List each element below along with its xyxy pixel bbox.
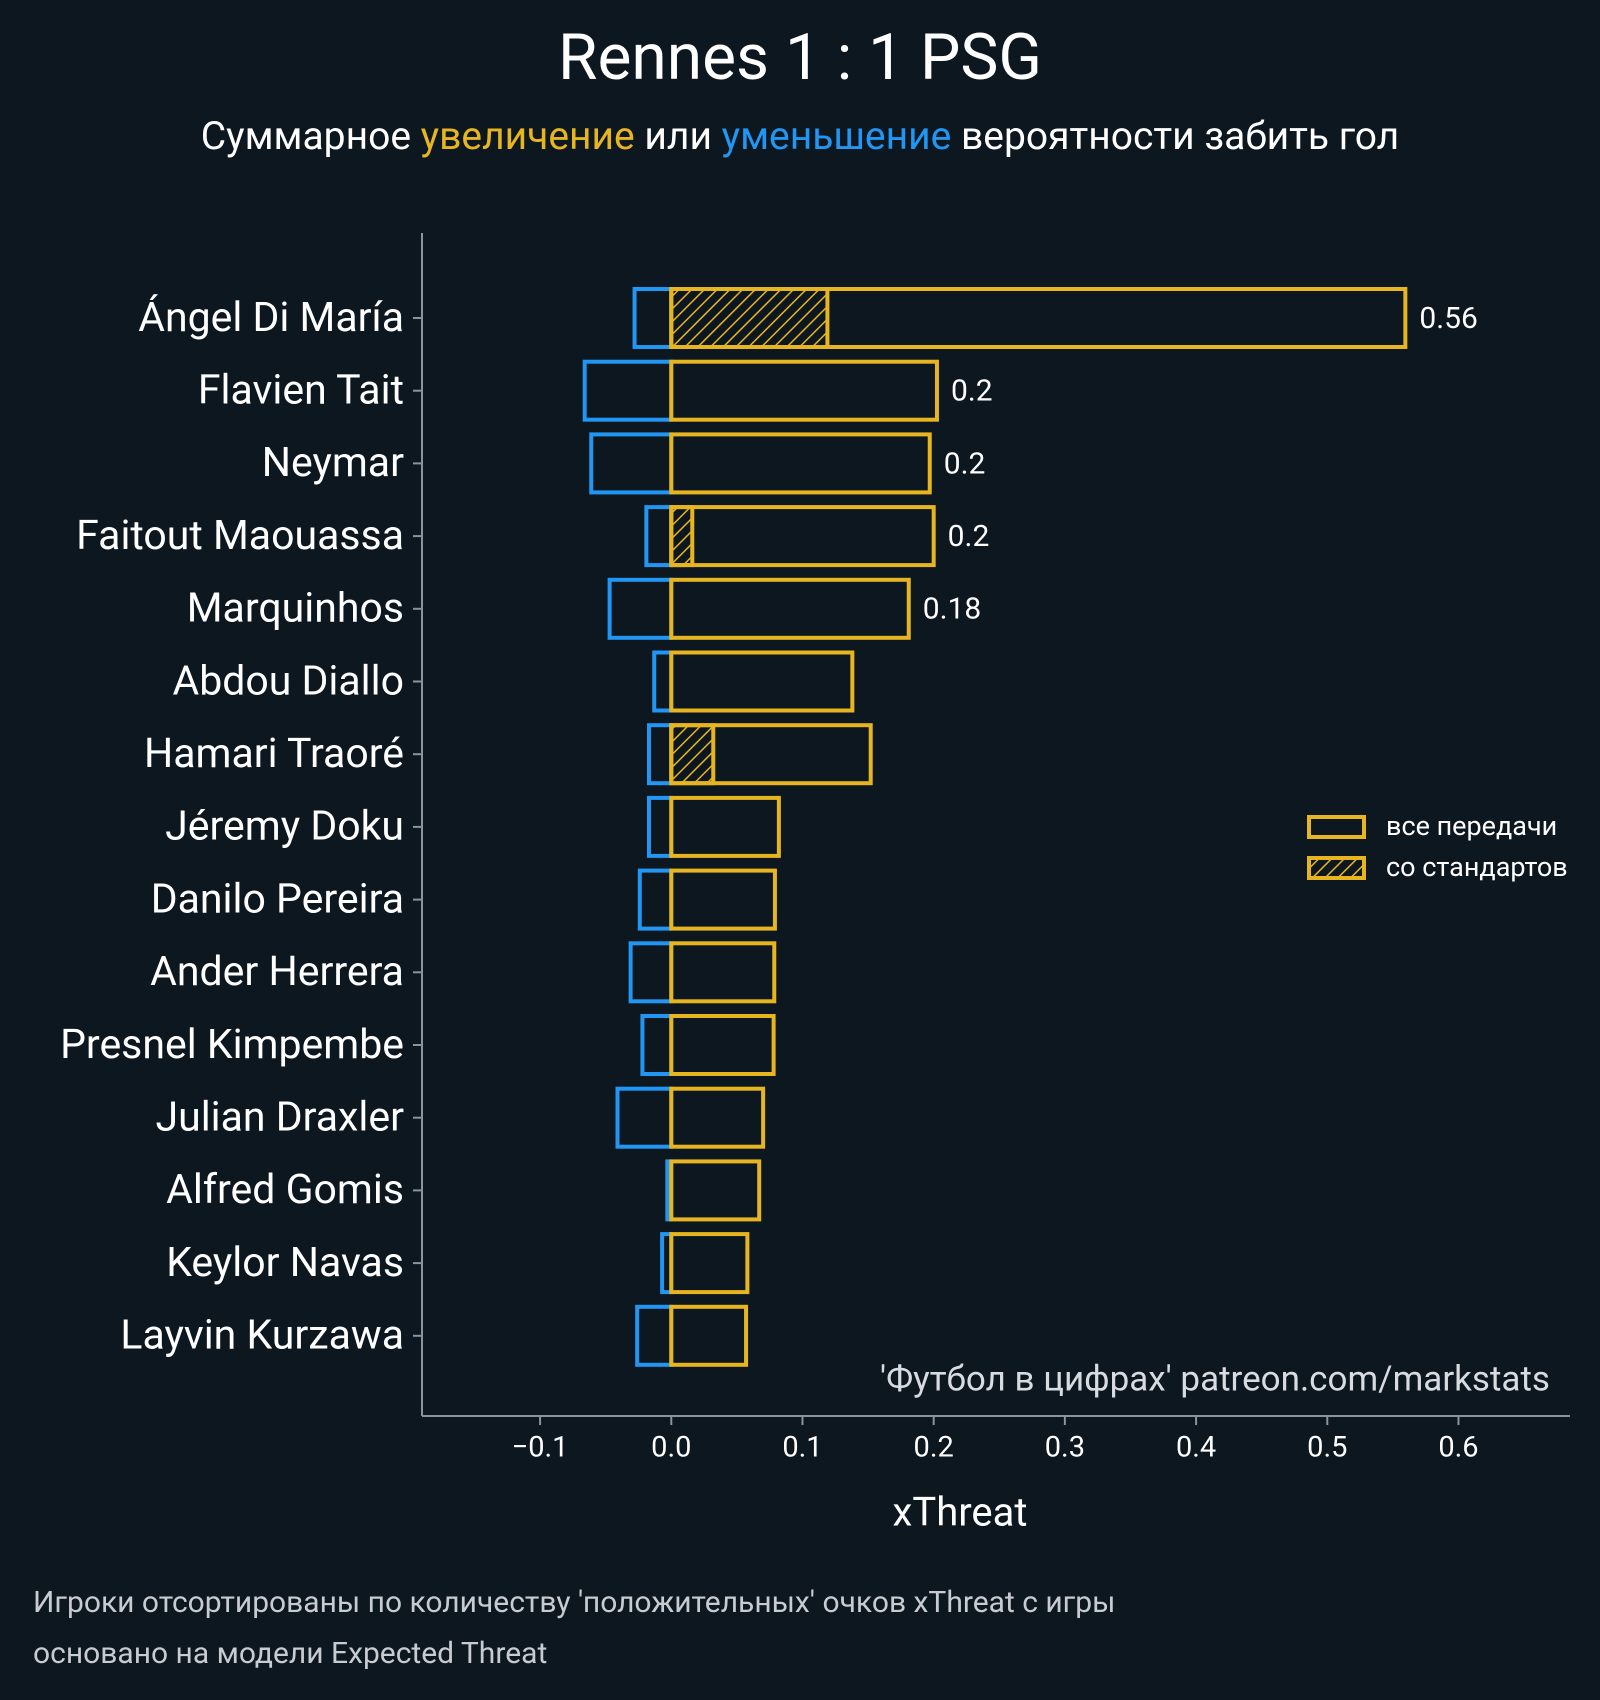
set-piece-bar	[669, 287, 830, 349]
y-tick-label: Abdou Diallo	[172, 657, 404, 705]
bar	[669, 577, 911, 640]
bar	[669, 1014, 776, 1076]
value-label: 0.18	[923, 592, 982, 627]
annotation: 'Футбол в цифрах' patreon.com/markstats	[880, 1358, 1550, 1399]
legend-swatch	[1307, 856, 1366, 880]
x-tick-label: 0.0	[651, 1431, 691, 1465]
value-label: 0.2	[948, 519, 990, 554]
y-tick-label: Jéremy Doku	[165, 803, 404, 851]
set-piece-bar	[669, 505, 695, 568]
bar	[669, 650, 855, 713]
y-tick-label: Marquinhos	[187, 585, 404, 633]
y-tick-label: Flavien Tait	[198, 367, 404, 415]
bar	[669, 1232, 750, 1295]
footnote: Игроки отсортированы по количеству 'поло…	[33, 1585, 1115, 1620]
x-tick-label: 0.3	[1045, 1431, 1085, 1465]
legend-swatch	[1307, 815, 1366, 839]
footnote: основано на модели Expected Threat	[33, 1636, 547, 1671]
subtitle-part: увеличение	[421, 113, 635, 159]
bar	[669, 432, 932, 495]
bar	[669, 1159, 762, 1222]
set-piece-bar	[669, 723, 716, 786]
value-label: 0.2	[944, 446, 986, 481]
x-tick-label: 0.5	[1307, 1431, 1347, 1465]
x-tick-label: 0.1	[782, 1431, 822, 1465]
y-tick-label: Keylor Navas	[166, 1239, 404, 1287]
legend-label: со стандартов	[1386, 851, 1568, 883]
x-axis-label: xThreat	[893, 1489, 1028, 1536]
y-tick-label: Danilo Pereira	[151, 875, 404, 923]
subtitle-part: Суммарное	[201, 113, 421, 159]
bar	[669, 1304, 749, 1367]
chart-subtitle: Суммарное увеличение или уменьшение веро…	[201, 113, 1399, 159]
subtitle-part: уменьшение	[722, 113, 952, 159]
y-tick-label: Faitout Maouassa	[76, 512, 404, 560]
legend-label: все передачи	[1386, 810, 1557, 842]
x-tick-label: 0.2	[914, 1431, 954, 1465]
y-tick-label: Ander Herrera	[150, 948, 404, 996]
bar	[669, 941, 777, 1004]
bar	[669, 795, 781, 858]
bar	[669, 868, 777, 931]
chart-title: Rennes 1 : 1 PSG	[558, 20, 1042, 95]
y-tick-label: Layvin Kurzawa	[120, 1312, 404, 1360]
subtitle-part: вероятности забить гол	[951, 113, 1399, 159]
bar	[669, 359, 939, 422]
y-tick-label: Presnel Kimpembe	[60, 1021, 404, 1069]
bar	[669, 1086, 766, 1149]
x-tick-label: −0.1	[512, 1431, 569, 1465]
value-label: 0.56	[1419, 301, 1478, 336]
x-tick-label: 0.6	[1438, 1431, 1478, 1465]
subtitle-part: или	[635, 113, 722, 159]
value-label: 0.2	[951, 374, 993, 409]
y-tick-label: Julian Draxler	[155, 1094, 404, 1142]
y-tick-label: Neymar	[262, 439, 404, 487]
y-tick-label: Ángel Di María	[138, 294, 404, 342]
y-tick-label: Alfred Gomis	[166, 1166, 404, 1214]
x-tick-label: 0.4	[1176, 1431, 1216, 1465]
y-tick-label: Hamari Traoré	[144, 730, 404, 778]
